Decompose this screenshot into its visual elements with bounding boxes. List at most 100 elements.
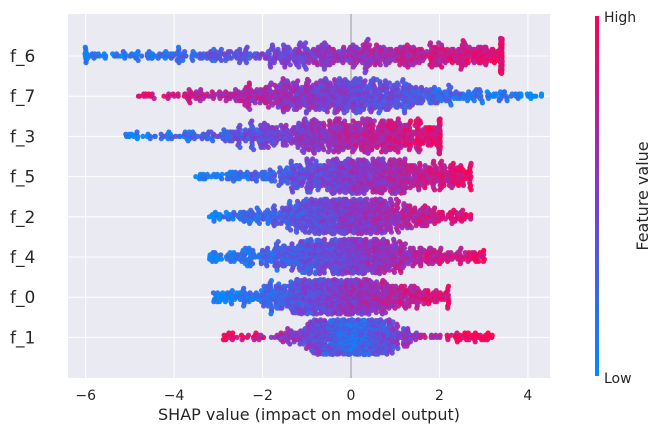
shap-point <box>466 44 472 50</box>
shap-point <box>366 42 373 48</box>
shap-point <box>364 84 370 90</box>
shap-point <box>468 187 474 193</box>
shap-point <box>224 129 230 135</box>
shap-point <box>324 187 331 193</box>
shap-point <box>290 55 296 61</box>
shap-point <box>211 218 217 224</box>
shap-point <box>284 165 290 171</box>
shap-point <box>249 118 255 124</box>
shap-point <box>484 89 490 95</box>
shap-point <box>443 98 449 104</box>
shap-point <box>369 197 375 203</box>
shap-point <box>252 136 258 142</box>
shap-point <box>256 220 262 226</box>
shap-point <box>205 136 211 142</box>
shap-point <box>237 122 243 128</box>
shap-point <box>398 218 404 224</box>
shap-point <box>322 163 328 169</box>
shap-point <box>214 171 220 177</box>
shap-point <box>281 60 287 66</box>
shap-point <box>152 133 158 139</box>
shap-point <box>468 216 474 222</box>
shap-point <box>189 53 195 59</box>
shap-point <box>393 196 399 202</box>
shap-point <box>209 89 215 95</box>
shap-point <box>328 82 334 88</box>
shap-point <box>380 156 386 162</box>
shap-point <box>464 93 470 99</box>
shap-point <box>270 125 276 131</box>
shap-point <box>273 89 279 95</box>
shap-point <box>330 142 336 148</box>
shap-point <box>206 214 212 220</box>
shap-point <box>237 144 243 150</box>
shap-point <box>300 227 306 233</box>
shap-point <box>318 78 324 84</box>
shap-point <box>360 42 366 48</box>
shap-point <box>265 220 271 226</box>
shap-point <box>307 189 313 195</box>
shap-point <box>397 157 403 163</box>
shap-point <box>443 91 449 97</box>
shap-point <box>365 36 371 43</box>
shap-point <box>446 82 452 88</box>
shap-point <box>425 125 431 131</box>
shap-point <box>410 44 416 50</box>
shap-point <box>416 187 422 193</box>
shap-point <box>434 100 440 106</box>
shap-point <box>258 144 264 150</box>
shap-point <box>135 93 141 99</box>
shap-point <box>301 149 307 155</box>
shap-point <box>373 104 379 110</box>
shap-point <box>475 44 482 50</box>
shap-point <box>330 197 336 203</box>
shap-point <box>265 104 272 110</box>
shap-point <box>393 104 399 110</box>
shap-point <box>275 104 281 110</box>
shap-point <box>165 51 171 57</box>
shap-point <box>319 60 325 66</box>
shap-point <box>180 57 186 64</box>
shap-point <box>223 55 229 61</box>
shap-point <box>337 189 343 195</box>
shap-point <box>248 89 254 95</box>
shap-point <box>312 182 318 188</box>
shap-point <box>288 227 294 233</box>
shap-point <box>293 60 299 66</box>
shap-point <box>405 64 411 70</box>
shap-point <box>451 95 457 101</box>
shap-point <box>197 51 203 57</box>
shap-point <box>197 171 203 177</box>
shap-point <box>453 89 459 95</box>
shap-point <box>345 144 351 150</box>
shap-point <box>336 49 342 55</box>
shap-point <box>378 120 384 126</box>
shap-point <box>419 180 425 186</box>
shap-point <box>242 102 248 108</box>
shap-point <box>413 84 419 90</box>
shap-point <box>427 165 433 171</box>
shap-point <box>232 129 238 135</box>
shap-point <box>275 220 281 226</box>
shap-point <box>394 80 400 86</box>
shap-point <box>361 106 367 112</box>
shap-point <box>284 44 290 50</box>
shap-point <box>408 225 415 231</box>
shap-point <box>232 212 238 218</box>
shap-point <box>487 57 494 64</box>
shap-point <box>346 80 352 86</box>
shap-point <box>418 100 425 106</box>
shap-point <box>145 55 151 61</box>
shap-point <box>252 216 259 222</box>
shap-point <box>403 122 409 128</box>
shap-point <box>362 62 369 68</box>
shap-point <box>262 209 269 215</box>
shap-point <box>329 102 335 108</box>
shap-point <box>304 120 310 126</box>
shap-point <box>294 229 300 235</box>
shap-point <box>120 49 126 55</box>
shap-point <box>280 142 286 148</box>
shap-point <box>288 207 294 213</box>
shap-point <box>313 106 319 112</box>
shap-point <box>528 95 534 101</box>
